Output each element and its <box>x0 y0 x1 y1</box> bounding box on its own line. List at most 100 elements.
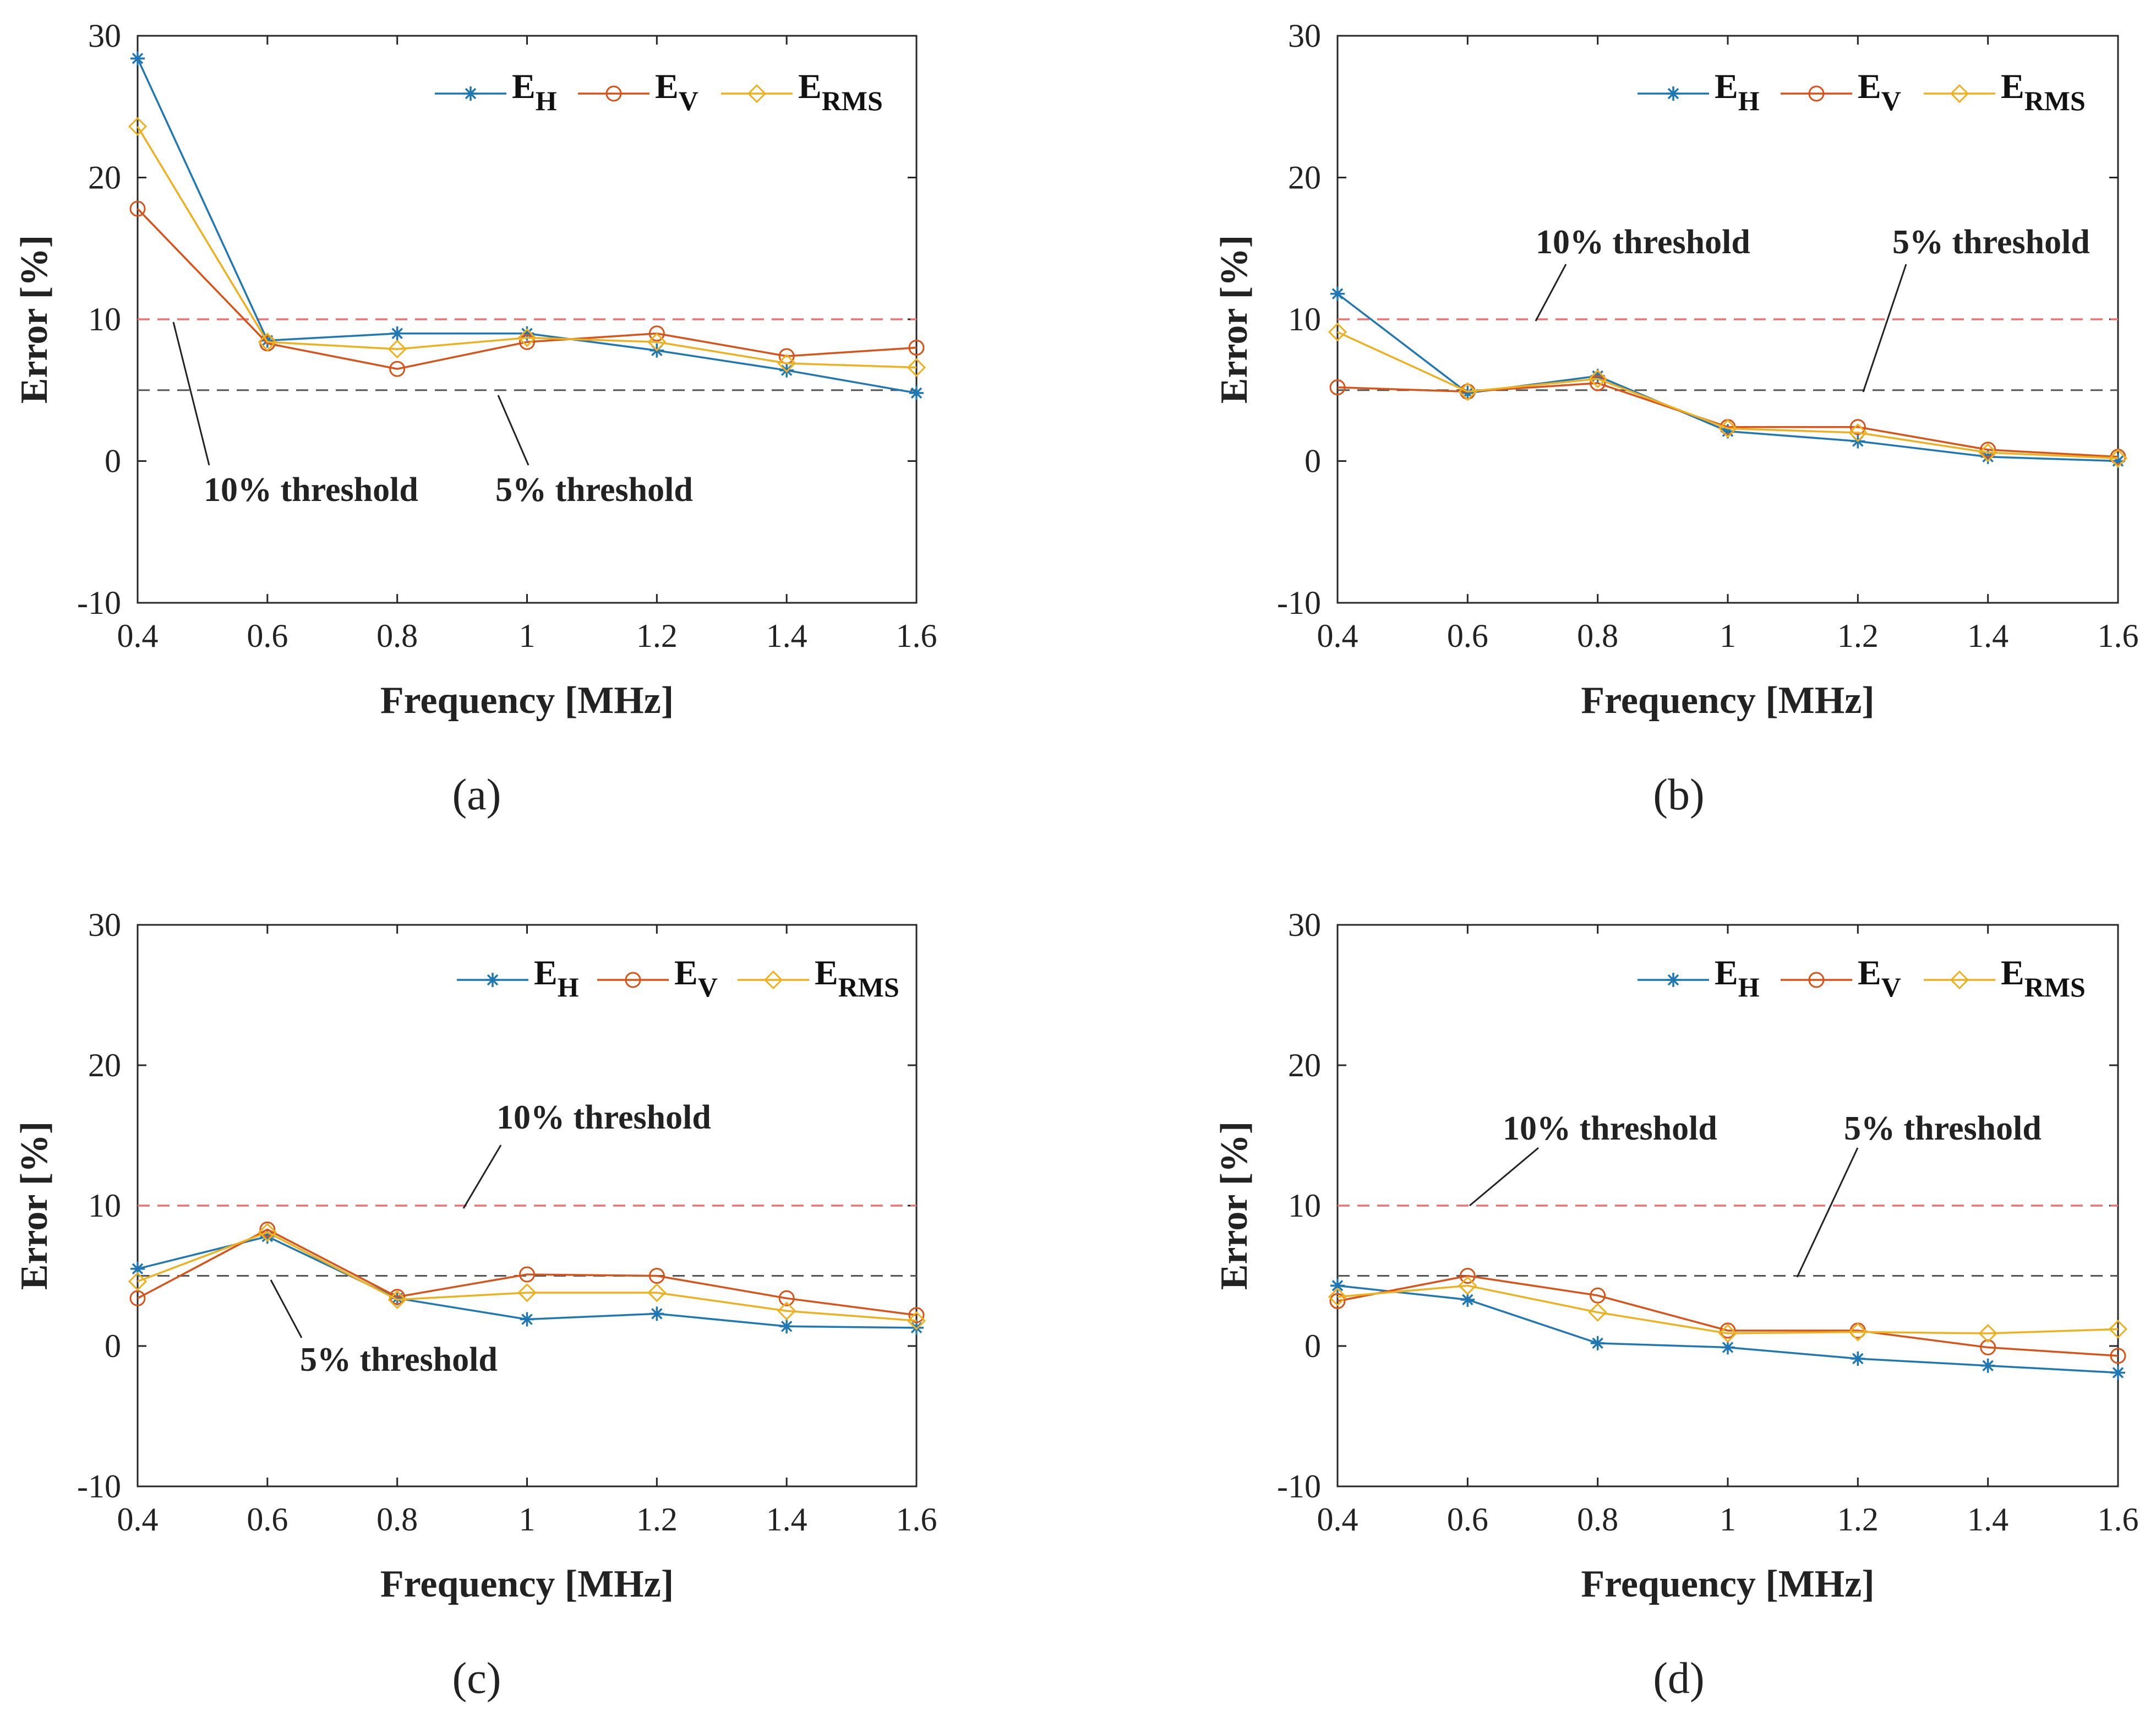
data-point-E_RMS <box>647 1283 667 1303</box>
x-tick-label: 1.2 <box>1837 618 1879 654</box>
data-point-E_RMS <box>1588 369 1607 389</box>
x-tick-label: 1.4 <box>1967 618 2008 654</box>
data-point-E_H <box>2111 1365 2125 1380</box>
x-tick-label: 1.6 <box>2098 618 2139 654</box>
x-tick-label: 1 <box>1720 1501 1736 1538</box>
x-tick-label: 0.6 <box>1447 1501 1488 1538</box>
data-point-E_V <box>259 1221 276 1238</box>
x-tick-label: 1 <box>519 1501 536 1538</box>
data-point-E_RMS <box>387 339 407 359</box>
annotation-leader-line <box>497 395 530 466</box>
series-line-E_RMS <box>1337 331 2119 460</box>
y-tick-label: 0 <box>105 1328 121 1364</box>
data-point-E_H <box>1721 1340 1735 1355</box>
data-point-E_RMS <box>1458 1276 1477 1295</box>
y-tick-label: 20 <box>1288 160 1321 196</box>
annotation-leader-line <box>172 321 210 466</box>
data-point-E_RMS <box>387 1290 407 1309</box>
legend-label-E_RMS: ERMS <box>2001 67 2086 116</box>
data-point-E_V <box>1980 442 1996 458</box>
annotation-leader-line <box>270 1279 303 1338</box>
y-tick-label: 10 <box>88 301 121 337</box>
data-point-E_V <box>1590 375 1606 391</box>
x-tick-label: 0.8 <box>376 1501 418 1538</box>
data-point-E_V <box>1329 379 1346 396</box>
y-axis-label: Error [%] <box>13 235 56 404</box>
data-point-E_H <box>1590 1336 1605 1350</box>
data-point-E_H <box>390 1291 405 1306</box>
legend: EH EV ERMS <box>1638 67 2086 116</box>
legend-label-E_RMS: ERMS <box>2001 953 2086 1002</box>
data-point-E_V <box>648 1268 665 1284</box>
legend-subscript: V <box>679 85 698 116</box>
threshold-annotation: 10% threshold <box>204 471 418 509</box>
data-point-E_H <box>1980 1358 1995 1373</box>
y-tick-label: 20 <box>1288 1047 1321 1083</box>
legend-label-E_H: EH <box>1715 67 1760 116</box>
x-axis-label: Frequency [MHz] <box>1581 679 1874 722</box>
data-point-E_RMS <box>1848 423 1868 443</box>
data-point-E_H <box>909 385 924 400</box>
series-line-E_RMS <box>137 126 917 369</box>
legend-marker-E_RMS <box>1950 970 1969 990</box>
data-point-E_H <box>130 51 145 66</box>
data-point-E_V <box>1590 1287 1606 1304</box>
annotation-leader-line <box>1862 264 1907 393</box>
y-tick-label: -10 <box>77 1468 121 1505</box>
data-point-E_RMS <box>647 333 667 352</box>
chart-panel-a: 0.4 0.6 0.8 1 1.2 1.4 1.6 -10 0 10 20 30 Frequency [… <box>13 18 937 819</box>
panel-caption: (d) <box>1653 1654 1704 1703</box>
data-point-E_V <box>2110 1348 2126 1364</box>
series-line-E_V <box>137 1228 917 1316</box>
x-tick-label: 1.6 <box>2098 1501 2139 1538</box>
data-point-E_V <box>1459 1268 1476 1284</box>
legend: EH EV ERMS <box>457 953 899 1002</box>
y-tick-label: 20 <box>88 1047 121 1083</box>
data-point-E_H <box>1851 1351 1865 1366</box>
x-tick-label: 0.8 <box>376 618 418 654</box>
data-point-E_RMS <box>1458 382 1477 401</box>
legend-label-E_V: EV <box>674 953 718 1002</box>
data-point-E_RMS <box>258 333 277 352</box>
panel-caption: (c) <box>452 1654 501 1703</box>
x-tick-label: 0.4 <box>117 1501 159 1538</box>
panel-caption: (a) <box>452 771 501 819</box>
legend-subscript: RMS <box>822 85 883 116</box>
data-point-E_V <box>519 334 535 350</box>
legend-marker-E_RMS <box>763 970 783 990</box>
legend-marker-E_H <box>1666 86 1680 101</box>
data-point-E_RMS <box>907 358 926 377</box>
series-line-E_RMS <box>1337 1284 2119 1334</box>
x-tick-label: 0.8 <box>1577 618 1618 654</box>
data-point-E_V <box>129 200 146 217</box>
legend-marker-E_V <box>625 972 641 988</box>
x-tick-label: 1.4 <box>1967 1501 2008 1538</box>
data-point-E_RMS <box>777 1301 796 1321</box>
data-point-E_RMS <box>258 1223 277 1242</box>
data-point-E_V <box>648 325 665 342</box>
y-tick-label: 0 <box>1304 1328 1321 1364</box>
data-point-E_V <box>908 340 925 356</box>
y-tick-label: 30 <box>1288 18 1321 54</box>
series-line-E_V <box>1337 1274 2119 1357</box>
data-point-E_RMS <box>1328 1287 1347 1306</box>
legend-label-E_H: EH <box>512 67 557 116</box>
data-point-E_RMS <box>128 1272 148 1291</box>
legend-subscript: V <box>1881 85 1901 116</box>
data-point-E_H <box>779 1319 794 1334</box>
annotation-leader-line <box>1469 1147 1539 1207</box>
data-point-E_RMS <box>517 1283 537 1303</box>
y-tick-label: 10 <box>1288 301 1321 337</box>
y-tick-label: -10 <box>1277 1468 1321 1505</box>
x-tick-label: 1 <box>1720 618 1736 654</box>
data-point-E_H <box>1460 1292 1475 1307</box>
threshold-annotation: 10% threshold <box>496 1099 711 1136</box>
legend-subscript: H <box>1738 972 1760 1002</box>
x-tick-label: 1.6 <box>896 618 937 654</box>
x-axis-label: Frequency [MHz] <box>1581 1563 1874 1605</box>
data-point-E_H <box>779 363 794 378</box>
y-axis-label: Error [%] <box>1213 235 1256 404</box>
chart-panel-b: 0.4 0.6 0.8 1 1.2 1.4 1.6 -10 0 10 20 30 Frequency [… <box>1213 18 2139 819</box>
panel-caption: (b) <box>1653 771 1704 819</box>
